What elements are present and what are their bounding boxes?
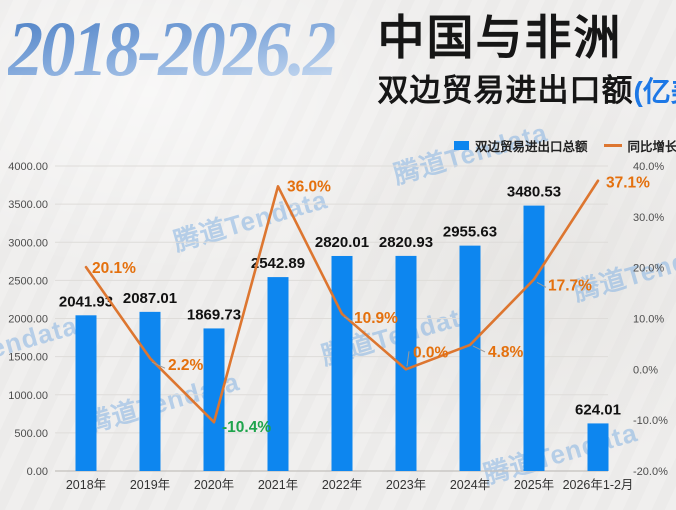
left-axis-tick-label: 2500.00 [8, 275, 48, 287]
x-axis-category-label: 2020年 [194, 478, 234, 492]
title-unit: (亿美元) [633, 75, 676, 107]
growth-rate-point-label: 0.0% [413, 344, 449, 361]
title-subtitle: 双边贸易进出口额 [377, 72, 634, 108]
x-axis-category-label: 2023年 [386, 478, 426, 492]
label-leader-line [472, 345, 486, 353]
left-axis-tick-label: 2000.00 [8, 314, 48, 326]
bar-value-label: 2955.63 [443, 224, 497, 241]
growth-rate-point-label: 4.8% [488, 344, 524, 361]
bar-2019年 [139, 311, 161, 471]
bar-2023年 [395, 255, 417, 471]
right-axis-tick-label: 20.0% [633, 263, 664, 275]
bar-2026年1-2月 [587, 423, 609, 471]
legend-bar-swatch-icon [454, 141, 469, 150]
label-leader-line [343, 316, 353, 322]
growth-rate-point-label: 37.1% [606, 175, 650, 192]
x-axis-category-label: 2022年 [322, 478, 362, 492]
chart-legend: 双边贸易进出口总额 同比增长率 [454, 136, 676, 155]
title-block: 中国与非洲 双边贸易进出口额(亿美元) [377, 14, 676, 110]
bar-2025年 [523, 205, 545, 471]
label-leader-line [536, 281, 547, 288]
legend-bar-label: 双边贸易进出口总额 [475, 140, 588, 154]
right-axis-tick-label: 0.0% [633, 364, 658, 376]
right-axis-tick-label: 40.0% [633, 161, 664, 173]
bar-value-label: 2820.93 [379, 234, 433, 251]
bar-value-label: 2820.01 [315, 234, 369, 251]
x-axis-category-label: 2018年 [66, 478, 106, 492]
left-axis-tick-label: 4000.00 [8, 161, 48, 173]
legend-line-swatch-icon [603, 144, 622, 147]
right-axis-tick-label: 30.0% [633, 212, 664, 224]
legend-item-bars: 双边贸易进出口总额 [454, 136, 588, 155]
header: 2018-2026.2 中国与非洲 双边贸易进出口额(亿美元) [0, 0, 676, 130]
right-axis-tick-label: -20.0% [633, 466, 668, 478]
bar-value-label: 1869.73 [187, 306, 241, 323]
right-axis-tick-label: -10.0% [633, 415, 668, 427]
bar-2018年 [75, 315, 97, 471]
title-year-range: 2018-2026.2 [8, 5, 338, 92]
growth-rate-line [84, 179, 600, 424]
right-axis-tick-label: 10.0% [633, 314, 664, 326]
bar-2021年 [267, 277, 289, 471]
left-axis-tick-label: 1000.00 [8, 390, 48, 402]
bar-2024年 [459, 245, 481, 471]
x-axis-category-label: 2019年 [130, 478, 170, 492]
bar-2022年 [331, 255, 353, 471]
title-main: 中国与非洲 [377, 11, 623, 64]
label-leader-line [151, 361, 166, 369]
legend-item-line: 同比增长率 [603, 136, 676, 155]
bar-value-label: 3480.53 [507, 184, 561, 201]
growth-rate-point-label: 2.2% [168, 357, 204, 374]
left-axis-tick-label: 1500.00 [8, 352, 48, 364]
growth-rate-point-label: -10.4% [222, 419, 271, 436]
growth-rate-point-label: 10.9% [354, 310, 398, 327]
x-axis-category-label: 2025年 [514, 478, 554, 492]
x-axis-category-label: 2026年1-2月 [563, 478, 634, 492]
label-leader-line [406, 351, 410, 367]
x-axis-category-label: 2021年 [258, 478, 298, 492]
bar-value-label: 2087.01 [123, 290, 177, 307]
left-axis-tick-label: 3000.00 [8, 237, 48, 249]
legend-line-label: 同比增长率 [627, 140, 676, 154]
bar-value-label: 2041.93 [59, 293, 113, 310]
bar-2020年 [203, 328, 225, 471]
x-axis-category-label: 2024年 [450, 478, 490, 492]
title-subtitle-row: 双边贸易进出口额(亿美元) [377, 65, 676, 110]
bar-value-label: 624.01 [575, 401, 621, 418]
bar-value-label: 2542.89 [251, 255, 305, 272]
left-axis-tick-label: 500.00 [14, 428, 48, 440]
growth-rate-point-label: 20.1% [92, 260, 136, 277]
left-axis-tick-label: 0.00 [27, 466, 48, 478]
growth-rate-point-label: 17.7% [548, 277, 592, 294]
growth-rate-point-label: 36.0% [287, 178, 331, 195]
left-axis-tick-label: 3500.00 [8, 199, 48, 211]
